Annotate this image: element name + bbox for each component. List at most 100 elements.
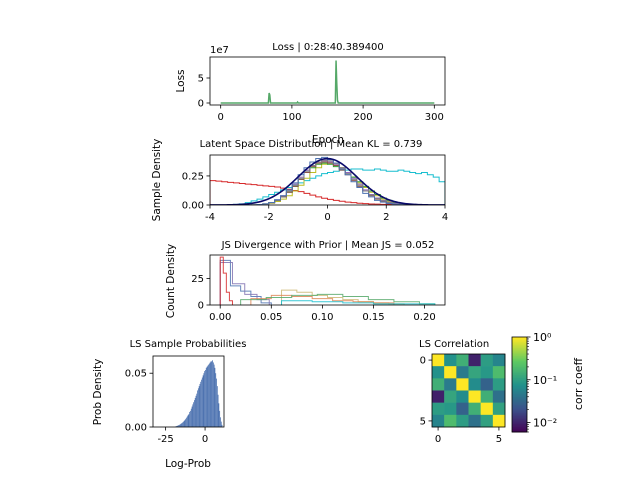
chart-title: Latent Space Distribution | Mean KL = 0.… [200,139,423,150]
histogram-bar [221,424,223,427]
histogram-bar [203,373,205,427]
histogram-bar [201,377,203,427]
heatmap-cell [444,366,457,379]
heatmap-cell [432,354,445,367]
colorbar-segment [512,379,527,382]
histogram-bar [217,394,219,427]
latent-series-group [210,156,445,205]
colorbar-segment [512,422,527,425]
colorbar-segment [512,414,527,417]
colorbar-segment [512,349,527,352]
histogram-bar [219,410,221,427]
histogram-bar [182,421,184,427]
histogram-bar [201,379,202,427]
histogram-bar [178,425,180,427]
heatmap-cell [480,354,494,367]
histogram-bar [185,418,187,427]
colorbar-segment [512,359,527,362]
histogram-bar [194,400,195,427]
histogram-bar [177,425,179,427]
colorbar-tick-label: 10⁻¹ [533,374,557,387]
heatmap-cell [456,366,469,379]
histogram-bar [181,423,183,427]
colorbar-segment [512,340,527,343]
colorbar-segment [512,401,527,404]
histogram-bar [211,361,213,427]
heatmap-cell [492,402,506,416]
chart-title: JS Divergence with Prior | Mean JS = 0.0… [221,240,435,251]
histogram-bar [199,383,201,427]
colorbar-segment [512,403,527,406]
chart-title: LS Correlation [419,339,489,350]
colorbar-segment [512,382,527,385]
colorbar-segment [512,337,527,340]
colorbar-tick-label: 10⁰ [533,331,552,344]
axes-frame [209,56,446,106]
colorbar-segment [512,392,527,395]
x-tick-label: -2 [264,212,274,223]
heatmap-cell [468,402,481,416]
histogram-bar [206,366,208,427]
x-tick-label: 4 [442,212,448,223]
x-tick-label: 300 [425,112,444,123]
colorbar-segment [512,370,527,373]
histogram-bar [197,388,199,427]
histogram-bar [182,422,183,427]
heatmap-cell [468,414,481,428]
colorbar-segment [512,386,527,389]
colorbar-tick-label: 10⁻² [533,417,557,430]
colorbar-segment [512,425,527,428]
x-tick-label: -25 [157,434,173,445]
histogram-bar [194,397,196,427]
heatmap-cell [468,354,481,367]
colorbar-segment [512,378,527,381]
x-tick-label: 0.15 [362,312,384,323]
histogram-bar [179,424,180,427]
colorbar-segment [512,351,527,354]
histogram-bar [196,393,198,427]
histogram-bar [218,403,220,427]
x-axis-label: Epoch [312,134,344,146]
chart-title: LS Sample Probabilities [130,339,247,350]
colorbar-segment [512,375,527,378]
histogram-bar [189,411,191,427]
colorbar-segment [512,413,527,416]
colorbar-segment [512,384,527,387]
heatmap-cell [444,378,457,391]
colorbar-segment [512,352,527,355]
heatmap-cell [480,378,494,391]
y-tick-label: 25 [191,274,204,285]
y-tick-label: 0.00 [125,423,147,434]
js-series-4 [250,294,395,305]
histogram-bar [180,423,182,427]
axes-frame [431,353,506,428]
colorbar-segment [512,395,527,398]
colorbar-segment [512,390,527,393]
histogram-bar [209,363,210,427]
y-axis-label: Sample Density [151,139,163,222]
colorbar-segment [512,409,527,412]
y-axis-label: Prob Density [92,359,104,426]
histogram-bar [220,417,221,427]
heatmap-cell [456,354,469,367]
colorbar-segment [512,373,527,376]
histogram-bar [186,417,187,427]
heatmap-cell [444,414,457,428]
y-tick-label: 0 [198,99,204,110]
heatmap-cell [468,390,481,403]
colorbar-segment [512,381,527,384]
histogram-bar [175,426,177,427]
heatmap-cell [480,366,494,379]
colorbar-segment [512,430,527,433]
histogram-bar [220,421,222,427]
colorbar-segment [512,338,527,341]
y-offset-label: 1e7 [210,45,229,56]
histogram-bar [205,369,206,427]
heatmap-cell [468,378,481,391]
histogram-bar [205,367,207,427]
heatmap-cell [432,366,445,379]
histogram-bar [190,408,192,427]
colorbar-segment [512,346,527,349]
heatmap-cell [480,402,494,416]
heatmap-cell [432,378,445,391]
